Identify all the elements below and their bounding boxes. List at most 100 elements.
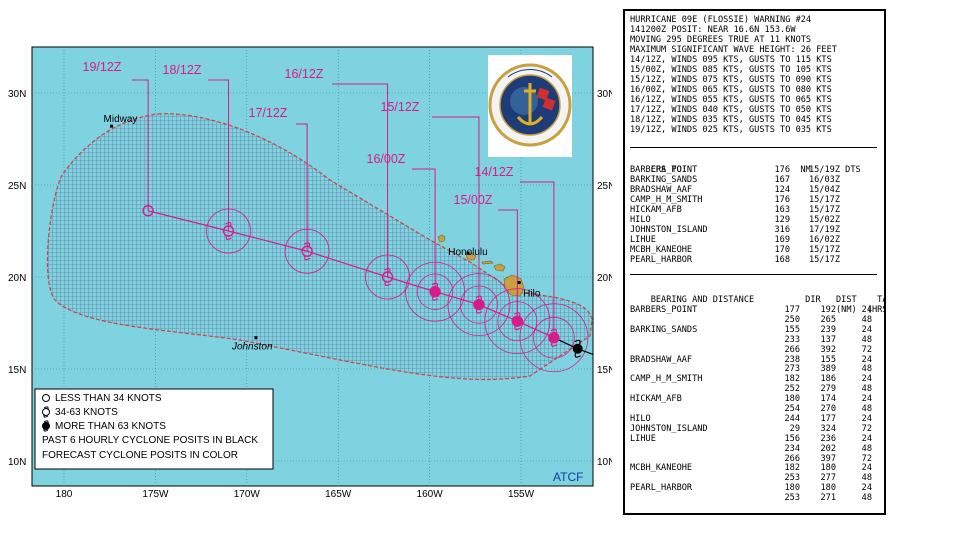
cpa-row: CAMP_H_M_SMITH 176 15/17Z: [630, 195, 840, 205]
legend: LESS THAN 34 KNOTS 34-63 KNOTS MORE THAN…: [34, 388, 274, 470]
latitude-tick-label-left: 25N: [8, 181, 26, 192]
forecast-time-label: 16/00Z: [367, 152, 406, 166]
34-63-knots-icon: [42, 406, 50, 418]
hawaiian-islands: [437, 234, 525, 297]
longitude-tick-label: 175W: [142, 489, 169, 500]
cyclone-symbol-icon: [431, 282, 439, 301]
forecast-track-line: [147, 210, 555, 339]
forecast-line: 15/00Z, WINDS 085 KTS, GUSTS TO 105 KTS: [630, 65, 832, 75]
cpa-row: BARKING_SANDS 167 16/03Z: [630, 175, 840, 185]
legend-item: 34-63 KNOTS: [55, 407, 118, 418]
bearing-row: PEARL_HARBOR 180 180 24: [630, 483, 872, 494]
latitude-tick-label-right: 20N: [597, 273, 612, 284]
latitude-tick-label-right: 10N: [597, 457, 612, 468]
cyclone-symbol-icon: [225, 221, 232, 241]
maui-island: [493, 263, 506, 272]
bearing-row: 273 389 48: [784, 364, 872, 375]
latitude-tick-label-left: 15N: [8, 365, 26, 376]
bearing-row: BARKING_SANDS 155 239 24: [630, 324, 872, 335]
posit-line: 141200Z POSIT: NEAR 16.6N 153.6W: [630, 25, 796, 35]
forecast-line: 19/12Z, WINDS 025 KTS, GUSTS TO 035 KTS: [630, 125, 832, 135]
bearing-row: JOHNSTON_ISLAND 29 324 72: [630, 423, 872, 434]
bearing-row: MCBH_KANEOHE 182 180 24: [630, 463, 872, 474]
cyclone-symbol-icon: [475, 295, 483, 314]
latitude-tick-label-left: 30N: [8, 89, 26, 100]
bearing-row: LIHUE 156 236 24: [630, 433, 872, 444]
track-map: 180 175W 170W 165W 160W 155W 30N 30N 25N 25N 20N 2…: [8, 46, 615, 500]
bearing-header: BEARING AND DISTANCEDIRDISTTAU: [650, 295, 884, 306]
leader-line: [132, 79, 149, 211]
latitude-tick-label-right: 25N: [597, 181, 612, 192]
forecast-time-label: 17/12Z: [249, 106, 288, 120]
bearing-row: 233 137 48: [784, 334, 872, 345]
past-position-icon: [572, 343, 583, 354]
forecast-line: 16/00Z, WINDS 065 KTS, GUSTS TO 080 KTS: [630, 85, 832, 95]
place-marker: [254, 336, 258, 340]
jtwc-seal-logo: [488, 55, 572, 157]
legend-item: MORE THAN 63 KNOTS: [55, 421, 166, 432]
place-marker: [110, 124, 114, 128]
longitude-tick-label: 180: [56, 489, 73, 500]
longitude-tick-label: 155W: [508, 489, 535, 500]
place-marker: [466, 251, 470, 255]
moving-line: MOVING 295 DEGREES TRUE AT 11 KNOTS: [630, 35, 812, 45]
forecast-line: 18/12Z, WINDS 035 KTS, GUSTS TO 045 KTS: [630, 115, 832, 125]
leader-line: [520, 181, 555, 338]
forecast-line: 14/12Z, WINDS 095 KTS, GUSTS TO 115 KTS: [630, 55, 832, 65]
place-labels: Midway Johnston Honolulu Hilo: [104, 114, 541, 353]
forecast-line: 15/12Z, WINDS 075 KTS, GUSTS TO 090 KTS: [630, 75, 832, 85]
leader-line: [498, 209, 518, 322]
place-label: Midway: [104, 114, 138, 125]
bearing-row: HICKAM_AFB 180 174 24: [630, 394, 872, 405]
latitude-tick-label-left: 10N: [8, 457, 26, 468]
place-label: Johnston: [231, 342, 273, 353]
forecast-line: 16/12Z, WINDS 055 KTS, GUSTS TO 065 KTS: [630, 95, 832, 105]
forecast-time-label: 19/12Z: [83, 60, 122, 74]
cpa-row: BARBERS_POINT 176 15/19Z: [630, 165, 840, 175]
leader-line: [332, 83, 389, 277]
forecast-time-label: 15/00Z: [454, 193, 493, 207]
bearing-row: 266 397 72: [784, 453, 872, 464]
legend-item: LESS THAN 34 KNOTS: [55, 393, 162, 404]
forecast-line: 17/12Z, WINDS 040 KTS, GUSTS TO 050 KTS: [630, 105, 832, 115]
latitude-tick-label-left: 20N: [8, 273, 26, 284]
oahu-island: [465, 252, 477, 261]
latitude-tick-label-right: 30N: [597, 89, 612, 100]
place-label: Hilo: [523, 289, 541, 300]
less-than-34-icon: [42, 394, 50, 402]
bearing-subheader: (NM)(HRS): [836, 305, 884, 316]
cyclone-symbol-icon: [303, 242, 311, 261]
bearing-row: CAMP_H_M_SMITH 182 186 24: [630, 374, 872, 385]
bearing-row: 252 279 48: [784, 384, 872, 395]
bearing-row: BRADSHAW_AAF 238 155 24: [630, 354, 872, 365]
forecast-time-label: 18/12Z: [163, 63, 202, 77]
more-than-63-knots-icon: [42, 420, 50, 432]
leader-line: [432, 116, 480, 305]
leader-line: [412, 168, 436, 292]
cyclone-symbol-icon: [574, 339, 581, 358]
warning-title: HURRICANE 09E (FLOSSIE) WARNING #24: [630, 15, 812, 25]
molokai-island: [481, 260, 494, 265]
forecast-time-label: 16/12Z: [285, 67, 324, 81]
leader-line: [296, 123, 308, 252]
bearing-row: 254 270 48: [784, 404, 872, 414]
wave-height-line: MAXIMUM SIGNIFICANT WAVE HEIGHT: 26 FEET: [630, 45, 837, 55]
bearing-row: HILO 244 177 24: [630, 413, 872, 424]
legend-note: FORECAST CYCLONE POSITS IN COLOR: [42, 450, 238, 461]
cpa-row: BRADSHAW_AAF 124 15/04Z: [630, 185, 840, 195]
longitude-labels: 180 175W 170W 165W 160W 155W: [56, 489, 535, 500]
divider: [630, 274, 877, 275]
bearing-row: 250 265 48: [784, 314, 872, 325]
bearing-row: 234 202 48: [784, 443, 872, 454]
longitude-tick-label: 160W: [417, 489, 444, 500]
cyclone-symbol-icon: [384, 267, 391, 287]
forecast-time-labels: 19/12Z 18/12Z 17/12Z 16/12Z 16/00Z 15/12Z 15/0…: [83, 60, 514, 207]
longitude-tick-label: 165W: [325, 489, 352, 500]
cyclone-symbol-icon: [514, 312, 521, 331]
cyclone-symbol-icon: [550, 328, 558, 347]
cpa-row: PEARL_HARBOR 168 15/17Z: [630, 255, 840, 265]
bearing-row: 253 277 48: [784, 473, 872, 484]
legend-box: [34, 388, 274, 470]
bearing-row: 253 271 48: [784, 493, 872, 504]
kauai-island: [437, 234, 446, 243]
